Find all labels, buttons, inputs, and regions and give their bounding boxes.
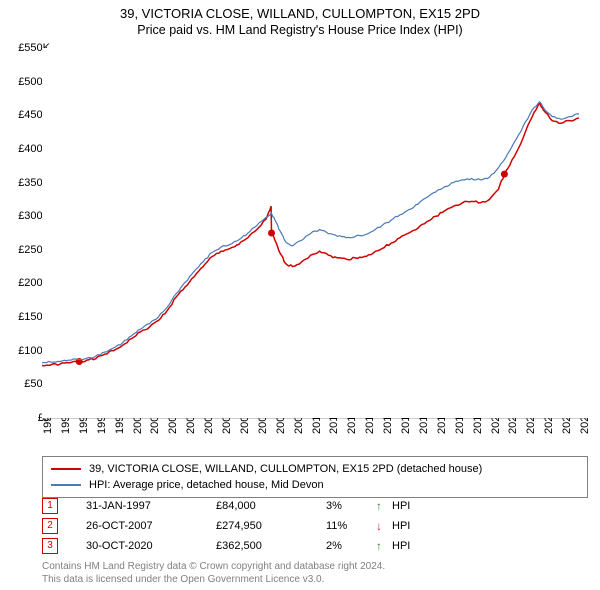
legend-label-property: 39, VICTORIA CLOSE, WILLAND, CULLOMPTON,… [89, 461, 482, 477]
chart-title-line1: 39, VICTORIA CLOSE, WILLAND, CULLOMPTON,… [0, 6, 600, 21]
series-marker [268, 230, 275, 237]
transaction-row: 2 26-OCT-2007£274,95011%↓HPI [42, 516, 588, 536]
footer: Contains HM Land Registry data © Crown c… [42, 560, 385, 586]
legend: 39, VICTORIA CLOSE, WILLAND, CULLOMPTON,… [42, 456, 588, 498]
transaction-marker: 2 [42, 518, 58, 534]
chart-title-line2: Price paid vs. HM Land Registry's House … [0, 23, 600, 37]
transactions-table: 131-JAN-1997£84,0003%↑HPI226-OCT-2007£27… [42, 496, 588, 556]
transaction-date: 31-JAN-1997 [86, 500, 216, 512]
transaction-price: £274,950 [216, 520, 326, 532]
transaction-price: £84,000 [216, 500, 326, 512]
transaction-date: 30-OCT-2020 [86, 540, 216, 552]
chart-lines-svg [42, 48, 588, 418]
chart-plot-area [42, 48, 588, 418]
legend-row-property: 39, VICTORIA CLOSE, WILLAND, CULLOMPTON,… [51, 461, 579, 477]
page-container: 39, VICTORIA CLOSE, WILLAND, CULLOMPTON,… [0, 0, 600, 590]
legend-swatch-property [51, 468, 81, 470]
transaction-pct: 2% [326, 540, 376, 552]
legend-swatch-hpi [51, 484, 81, 486]
transaction-marker: 1 [42, 498, 58, 514]
legend-row-hpi: HPI: Average price, detached house, Mid … [51, 477, 579, 493]
series-marker [501, 171, 508, 178]
series-line-hpi [42, 102, 579, 363]
transaction-row: 3 30-OCT-2020£362,5002%↑HPI [42, 536, 588, 556]
footer-line2: This data is licensed under the Open Gov… [42, 573, 385, 586]
transaction-hpi-label: HPI [392, 520, 422, 532]
transaction-pct: 11% [326, 520, 376, 532]
transaction-arrow-icon: ↑ [376, 539, 392, 553]
legend-label-hpi: HPI: Average price, detached house, Mid … [89, 477, 324, 493]
transaction-arrow-icon: ↑ [376, 499, 392, 513]
transaction-date: 26-OCT-2007 [86, 520, 216, 532]
transaction-pct: 3% [326, 500, 376, 512]
transaction-marker: 3 [42, 538, 58, 554]
footer-line1: Contains HM Land Registry data © Crown c… [42, 560, 385, 573]
series-line-property [42, 103, 579, 366]
transaction-price: £362,500 [216, 540, 326, 552]
transaction-arrow-icon: ↓ [376, 519, 392, 533]
transaction-hpi-label: HPI [392, 500, 422, 512]
chart-title-block: 39, VICTORIA CLOSE, WILLAND, CULLOMPTON,… [0, 0, 600, 39]
transaction-row: 1 31-JAN-1997£84,0003%↑HPI [42, 496, 588, 516]
transaction-hpi-label: HPI [392, 540, 422, 552]
